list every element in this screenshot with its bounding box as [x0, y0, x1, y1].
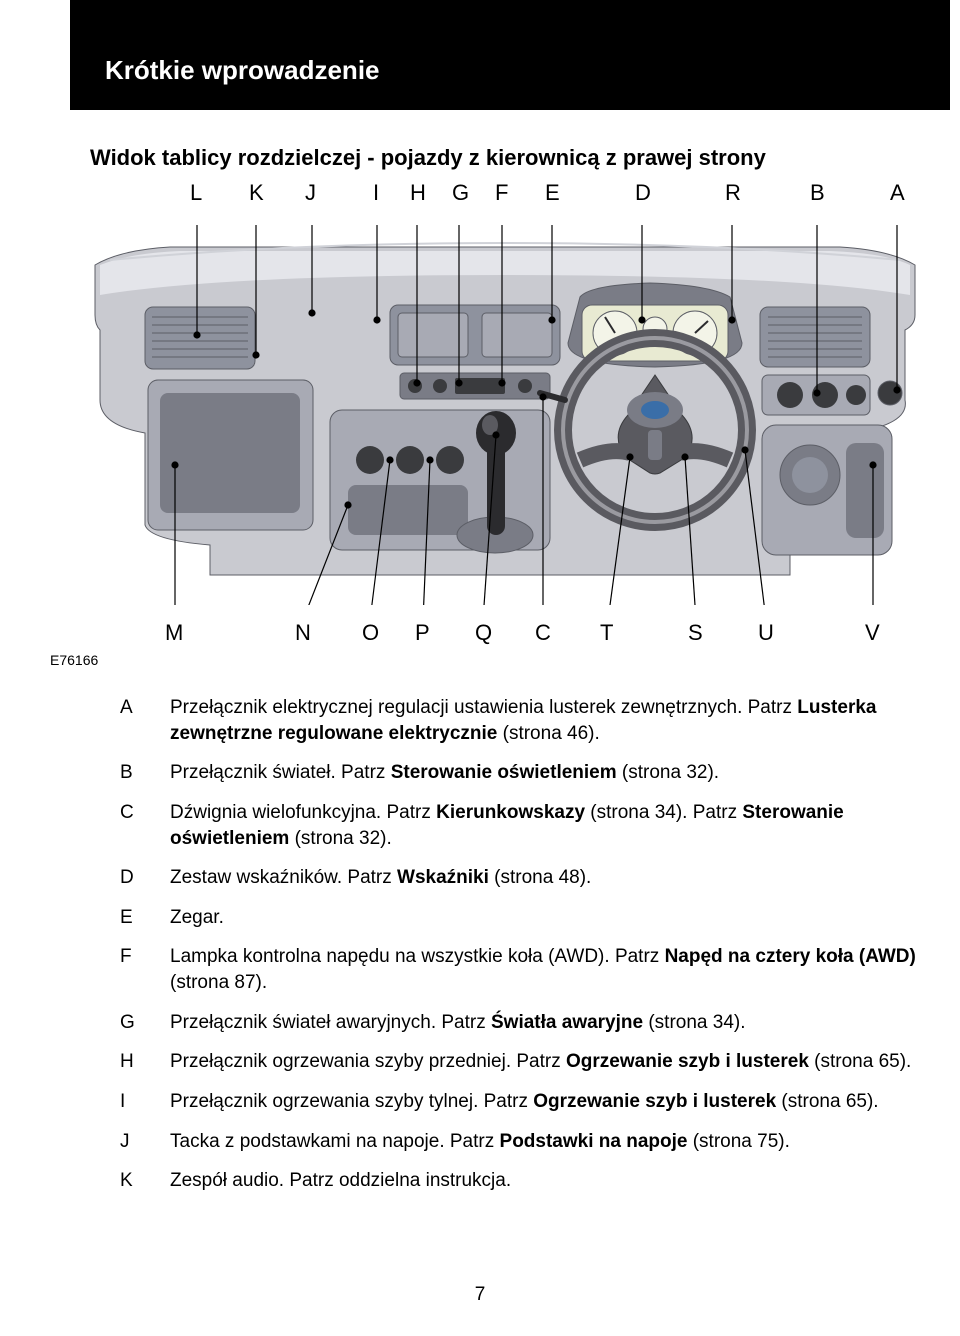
- callout-letter: A: [890, 180, 905, 206]
- legend-key: D: [120, 865, 170, 891]
- legend-text: Przełącznik świateł. Patrz Sterowanie oś…: [170, 760, 930, 786]
- dashboard-diagram: L K J I HGF E D R B A: [90, 180, 920, 650]
- legend-key: H: [120, 1049, 170, 1075]
- legend-row: HPrzełącznik ogrzewania szyby przedniej.…: [120, 1049, 930, 1075]
- chapter-header: Krótkie wprowadzenie: [70, 30, 950, 110]
- dashboard-illustration: [90, 225, 920, 605]
- callout-letter: E: [545, 180, 560, 206]
- legend-key: C: [120, 800, 170, 851]
- legend-row: EZegar.: [120, 905, 930, 931]
- figure-ref-code: E76166: [50, 652, 98, 668]
- legend-row: FLampka kontrolna napędu na wszystkie ko…: [120, 944, 930, 995]
- legend-text: Przełącznik elektrycznej regulacji ustaw…: [170, 695, 930, 746]
- callout-letter: C: [535, 620, 551, 646]
- callout-letter: G: [452, 180, 469, 206]
- callout-letter: S: [688, 620, 703, 646]
- legend-row: CDźwignia wielofunkcyjna. Patrz Kierunko…: [120, 800, 930, 851]
- legend-text: Zestaw wskaźników. Patrz Wskaźniki (stro…: [170, 865, 930, 891]
- legend-text: Lampka kontrolna napędu na wszystkie koł…: [170, 944, 930, 995]
- callout-letter: T: [600, 620, 613, 646]
- legend-row: JTacka z podstawkami na napoje. Patrz Po…: [120, 1129, 930, 1155]
- callout-letter: R: [725, 180, 741, 206]
- legend-key: B: [120, 760, 170, 786]
- legend-text: Dźwignia wielofunkcyjna. Patrz Kierunkow…: [170, 800, 930, 851]
- callout-letter: D: [635, 180, 651, 206]
- callout-letter: L: [190, 180, 202, 206]
- callout-letter: H: [410, 180, 426, 206]
- legend-key: F: [120, 944, 170, 995]
- callout-letter: V: [865, 620, 880, 646]
- legend-list: APrzełącznik elektrycznej regulacji usta…: [120, 695, 930, 1208]
- legend-row: KZespół audio. Patrz oddzielna instrukcj…: [120, 1168, 930, 1194]
- callout-letter: P: [415, 620, 430, 646]
- legend-key: I: [120, 1089, 170, 1115]
- callout-letter: Q: [475, 620, 492, 646]
- legend-text: Przełącznik ogrzewania szyby przedniej. …: [170, 1049, 930, 1075]
- callout-letter: U: [758, 620, 774, 646]
- legend-key: K: [120, 1168, 170, 1194]
- legend-row: APrzełącznik elektrycznej regulacji usta…: [120, 695, 930, 746]
- legend-text: Tacka z podstawkami na napoje. Patrz Pod…: [170, 1129, 930, 1155]
- legend-text: Zespół audio. Patrz oddzielna instrukcja…: [170, 1168, 930, 1194]
- callout-letter: F: [495, 180, 508, 206]
- legend-key: J: [120, 1129, 170, 1155]
- callout-letter: N: [295, 620, 311, 646]
- legend-row: GPrzełącznik świateł awaryjnych. Patrz Ś…: [120, 1010, 930, 1036]
- callout-letter: K: [249, 180, 264, 206]
- legend-text: Przełącznik ogrzewania szyby tylnej. Pat…: [170, 1089, 930, 1115]
- callout-letter: B: [810, 180, 825, 206]
- legend-key: E: [120, 905, 170, 931]
- callout-letter: J: [305, 180, 316, 206]
- legend-key: A: [120, 695, 170, 746]
- legend-text: Przełącznik świateł awaryjnych. Patrz Św…: [170, 1010, 930, 1036]
- page-number: 7: [0, 1284, 960, 1306]
- top-black-strip: [70, 0, 950, 30]
- chapter-title: Krótkie wprowadzenie: [105, 55, 380, 86]
- callout-letter: M: [165, 620, 183, 646]
- callout-letter: I: [373, 180, 379, 206]
- legend-row: IPrzełącznik ogrzewania szyby tylnej. Pa…: [120, 1089, 930, 1115]
- legend-text: Zegar.: [170, 905, 930, 931]
- section-title: Widok tablicy rozdzielczej - pojazdy z k…: [90, 145, 766, 171]
- legend-key: G: [120, 1010, 170, 1036]
- callout-letter: O: [362, 620, 379, 646]
- legend-row: BPrzełącznik świateł. Patrz Sterowanie o…: [120, 760, 930, 786]
- legend-row: DZestaw wskaźników. Patrz Wskaźniki (str…: [120, 865, 930, 891]
